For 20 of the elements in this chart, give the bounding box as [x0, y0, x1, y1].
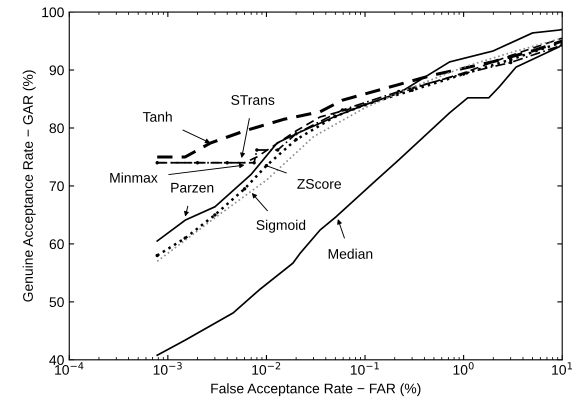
annotation: Median: [328, 248, 372, 259]
y-tick-label: 50: [50, 297, 64, 308]
y-tick-label: 100: [42, 7, 64, 18]
y-tick-label: 70: [50, 181, 64, 192]
x-tick-label: 10$^{1}$: [552, 362, 572, 375]
annotation: Parzen: [171, 182, 214, 193]
x-tick-label: 10$^{−1}$: [350, 362, 379, 375]
annotation: ZScore: [297, 179, 341, 189]
annotation: Minmax: [110, 172, 158, 183]
annotation: Tanh: [142, 112, 172, 122]
y-tick-label: 90: [50, 65, 64, 76]
x-tick-label: 10$^{−3}$: [154, 362, 182, 375]
x-tick-label: 10$^{0}$: [454, 362, 474, 375]
x-tick-label: 10$^{−2}$: [252, 362, 280, 375]
annotation: Sigmoid: [256, 220, 306, 233]
y-tick-label: 60: [50, 239, 64, 250]
y-axis-title: Genuine Acceptance Rate − GAR (%): [22, 70, 36, 302]
y-tick-label: 80: [50, 123, 64, 134]
annotation: STrans: [231, 95, 274, 105]
x-axis-title: False Acceptance Rate − FAR (%): [211, 383, 420, 396]
